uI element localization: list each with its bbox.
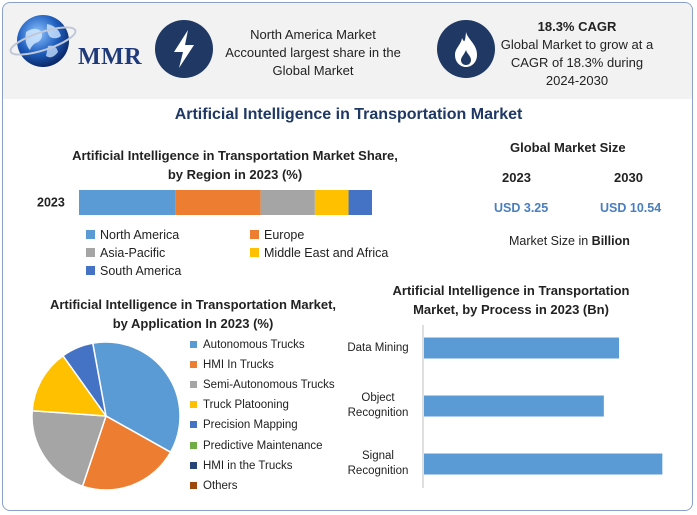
logo-text: MMR xyxy=(78,44,143,70)
legend-swatch xyxy=(190,461,197,469)
legend-label: South America xyxy=(100,264,182,278)
pie-slice-hmi-in-trucks xyxy=(81,414,172,491)
process-category-label-signal-recognition: Signal Recognition xyxy=(347,450,409,477)
market-size-note-prefix: Market Size in xyxy=(509,234,592,248)
legend-swatch xyxy=(190,481,197,489)
legend-swatch xyxy=(190,361,197,369)
flame-icon xyxy=(455,32,477,67)
application-legend-item-truck-platooning: Truck Platooning xyxy=(190,399,289,411)
region-bar-segment-europe xyxy=(175,190,261,215)
mmr-logo: MMR xyxy=(9,12,144,70)
legend-label: Asia-Pacific xyxy=(100,246,166,260)
globe-icon xyxy=(9,15,77,67)
region-bar-segment-south-america xyxy=(348,190,372,215)
application-pie-chart xyxy=(31,341,181,491)
region-legend-item-middle-east-and-africa: Middle East and Africa xyxy=(250,246,388,260)
pie-slice-semi-autonomous-trucks xyxy=(31,409,108,488)
market-size-year-2023: 2023 xyxy=(502,170,531,185)
main-title: Artificial Intelligence in Transportatio… xyxy=(174,106,523,123)
cagr-text: Global Market to grow at a CAGR of 18.3%… xyxy=(500,37,654,88)
process-category-label-data-mining: Data Mining xyxy=(347,342,409,354)
legend-swatch xyxy=(86,266,95,275)
region-bar-segment-north-america xyxy=(79,190,176,215)
header-band xyxy=(3,3,692,99)
legend-label: HMI In Trucks xyxy=(203,359,274,372)
region-legend-item-north-america: North America xyxy=(86,228,179,242)
legend-label: Autonomous Trucks xyxy=(203,339,305,351)
application-legend-item-precision-mapping: Precision Mapping xyxy=(190,419,298,431)
legend-label: Predictive Maintenance xyxy=(203,439,323,452)
legend-swatch xyxy=(190,341,197,348)
process-chart-title: Artificial Intelligence in Transportatio… xyxy=(392,283,630,317)
legend-label: HMI in the Trucks xyxy=(203,459,293,472)
market-size-year-2030: 2030 xyxy=(614,170,643,185)
application-legend-item-others: Others xyxy=(190,480,238,492)
process-bar-signal-recognition xyxy=(424,453,663,475)
process-category-label-object-recognition: Object Recognition xyxy=(347,392,409,419)
market-size-title: Global Market Size xyxy=(510,140,626,155)
legend-label: Truck Platooning xyxy=(203,399,289,412)
legend-label: North America xyxy=(100,228,180,242)
market-size-note: Market Size in Billion xyxy=(509,234,630,248)
legend-swatch xyxy=(250,248,259,257)
market-size-value-2030: USD 10.54 xyxy=(600,201,662,215)
region-legend-item-asia-pacific: Asia-Pacific xyxy=(86,246,165,260)
region-bar-segment-asia-pacific xyxy=(260,190,315,215)
market-size-unit: Billion xyxy=(591,234,630,248)
region-bar-segment-middle-east-and-africa xyxy=(314,190,349,215)
market-size-value-2023: USD 3.25 xyxy=(494,201,549,215)
application-legend-item-semi-autonomous-trucks: Semi-Autonomous Trucks xyxy=(190,379,335,391)
highlight-icon-circle xyxy=(437,20,495,78)
highlight-cagr: 18.3% CAGR Global Market to grow at a CA… xyxy=(497,18,657,90)
region-stacked-bar-chart: 2023 xyxy=(37,190,372,215)
legend-swatch xyxy=(190,401,197,409)
application-legend-item-autonomous-trucks: Autonomous Trucks xyxy=(190,339,305,351)
lightning-icon xyxy=(174,30,194,68)
legend-label: Precision Mapping xyxy=(203,419,298,432)
legend-label: Others xyxy=(203,479,238,492)
application-chart-title: Artificial Intelligence in Transportatio… xyxy=(49,297,337,331)
cagr-title: 18.3% CAGR xyxy=(537,19,617,34)
highlight-icon-circle xyxy=(155,20,213,78)
legend-swatch xyxy=(190,381,197,389)
infographic-frame xyxy=(2,2,693,511)
process-bar-object-recognition xyxy=(424,395,604,417)
pie-slice-autonomous-trucks xyxy=(91,341,181,454)
region-legend-item-europe: Europe xyxy=(250,228,304,242)
legend-swatch xyxy=(86,230,95,239)
highlight-region-text: North America Market Accounted largest s… xyxy=(225,27,401,78)
application-legend-item-predictive-maintenance: Predictive Maintenance xyxy=(190,440,323,452)
pie-slice-truck-platooning xyxy=(31,354,108,417)
legend-label: Europe xyxy=(264,228,305,242)
legend-label: Semi-Autonomous Trucks xyxy=(203,379,335,392)
legend-swatch xyxy=(190,421,197,429)
region-legend-item-south-america: South America xyxy=(86,264,181,278)
legend-swatch xyxy=(190,441,197,449)
region-category-label: 2023 xyxy=(37,196,65,210)
legend-swatch xyxy=(86,248,95,257)
region-chart-title: Artificial Intelligence in Transportatio… xyxy=(72,148,398,182)
process-bar-data-mining xyxy=(424,337,619,359)
application-legend-item-hmi-in-the-trucks: HMI in the Trucks xyxy=(190,460,292,472)
legend-label: Middle East and Africa xyxy=(264,246,389,260)
application-legend-item-hmi-in-trucks: HMI In Trucks xyxy=(190,359,274,371)
pie-slice-precision-mapping xyxy=(61,342,107,417)
legend-swatch xyxy=(250,230,259,239)
